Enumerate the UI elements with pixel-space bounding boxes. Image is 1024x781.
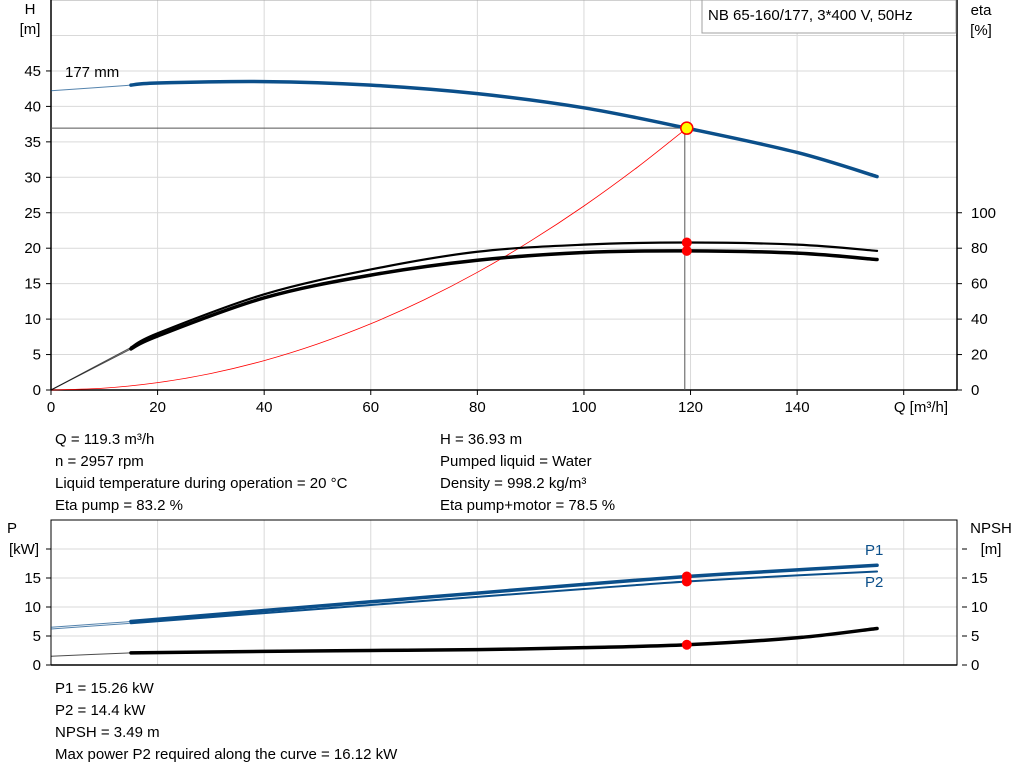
p1-curve-extrapolated: [50, 621, 131, 628]
eta-pump-motor-curve: [129, 249, 879, 351]
title-box-text: NB 65-160/177, 3*400 V, 50Hz: [708, 7, 913, 24]
x-tick-label: 20: [149, 399, 166, 416]
y2-tick-label: 20: [971, 347, 988, 364]
info-eta-pump: Eta pump = 83.2 %: [55, 497, 183, 514]
npsh-marker: [681, 639, 692, 650]
x-tick-label: 100: [571, 399, 596, 416]
y-tick-label: 30: [24, 169, 41, 186]
npsh-curve: [129, 626, 879, 655]
y2-tick-label: 80: [971, 240, 988, 257]
info-max-p2: Max power P2 required along the curve = …: [55, 746, 398, 763]
info-npsh: NPSH = 3.49 m: [55, 724, 160, 741]
x-tick-label: 120: [678, 399, 703, 416]
npsh-tick-label: 0: [971, 657, 979, 674]
p-tick-label: 10: [24, 599, 41, 616]
p-axis-unit: [kW]: [9, 541, 39, 558]
x-tick-label: 80: [469, 399, 486, 416]
y2-tick-label: 100: [971, 205, 996, 222]
info-liquid: Pumped liquid = Water: [440, 453, 592, 470]
info-bottom: P1 = 15.26 kW P2 = 14.4 kW NPSH = 3.49 m…: [55, 678, 397, 766]
y-axis-label: H: [25, 1, 36, 18]
head-curve-extrapolated: [50, 84, 131, 92]
info-head: H = 36.93 m: [440, 431, 523, 448]
system-curve: [50, 127, 688, 391]
p-tick-label: 15: [24, 570, 41, 587]
y-axis-unit: [m]: [20, 21, 41, 38]
y2-tick-label: 60: [971, 276, 988, 293]
y2-tick-label: 0: [971, 382, 979, 399]
eta-pump-curve: [129, 241, 879, 349]
y-tick-label: 45: [24, 63, 41, 80]
npsh-axis-label: NPSH: [970, 520, 1012, 537]
y2-tick-label: 40: [971, 311, 988, 328]
p2-label: P2: [865, 574, 883, 591]
p2-curve-extrapolated: [50, 622, 131, 630]
npsh-axis-unit: [m]: [981, 541, 1002, 558]
info-top-right: H = 36.93 m Pumped liquid = Water Densit…: [440, 429, 615, 517]
operating-point-marker: [680, 121, 694, 135]
y2-axis-unit: [%]: [970, 22, 992, 39]
x-tick-label: 0: [47, 399, 55, 416]
y-tick-label: 0: [33, 382, 41, 399]
p1-label: P1: [865, 542, 883, 559]
npsh-tick-label: 5: [971, 628, 979, 645]
y-tick-label: 25: [24, 205, 41, 222]
info-q: Q = 119.3 m³/h: [55, 431, 155, 448]
info-p1: P1 = 15.26 kW: [55, 680, 154, 697]
y-tick-label: 35: [24, 134, 41, 151]
info-eta-pump-motor: Eta pump+motor = 78.5 %: [440, 497, 616, 514]
plot-frame: [50, 0, 958, 391]
npsh-tick-label: 15: [971, 570, 988, 587]
x-tick-label: 140: [785, 399, 810, 416]
head-curve: [129, 79, 879, 179]
info-p2: P2 = 14.4 kW: [55, 702, 146, 719]
x-tick-label: 60: [362, 399, 379, 416]
x-tick-label: 40: [256, 399, 273, 416]
title-box: [701, 0, 957, 34]
y2-axis-label: eta: [971, 2, 993, 19]
p2-marker: [681, 576, 692, 587]
info-top-left: Q = 119.3 m³/h n = 2957 rpm Liquid tempe…: [55, 429, 347, 517]
eta-pump-motor-curve-extrapolated: [50, 348, 132, 391]
y-tick-label: 10: [24, 311, 41, 328]
eta-pump-marker: [681, 237, 692, 248]
x-axis-label: Q [m³/h]: [894, 399, 948, 416]
y-tick-label: 5: [33, 347, 41, 364]
npsh-tick-label: 10: [971, 599, 988, 616]
p-axis-label: P: [7, 520, 17, 537]
info-temperature: Liquid temperature during operation = 20…: [55, 475, 348, 492]
curve-label-177mm: 177 mm: [65, 64, 119, 81]
info-speed: n = 2957 rpm: [55, 453, 144, 470]
p1-curve: [129, 563, 879, 624]
eta-pump-motor-marker: [681, 245, 692, 256]
p-tick-label: 0: [33, 657, 41, 674]
info-density: Density = 998.2 kg/m³: [440, 475, 587, 492]
y-tick-label: 15: [24, 276, 41, 293]
y-tick-label: 40: [24, 98, 41, 115]
p-tick-label: 5: [33, 628, 41, 645]
npsh-curve-extrapolated: [50, 652, 131, 657]
p2-curve: [129, 570, 879, 625]
y-tick-label: 20: [24, 240, 41, 257]
